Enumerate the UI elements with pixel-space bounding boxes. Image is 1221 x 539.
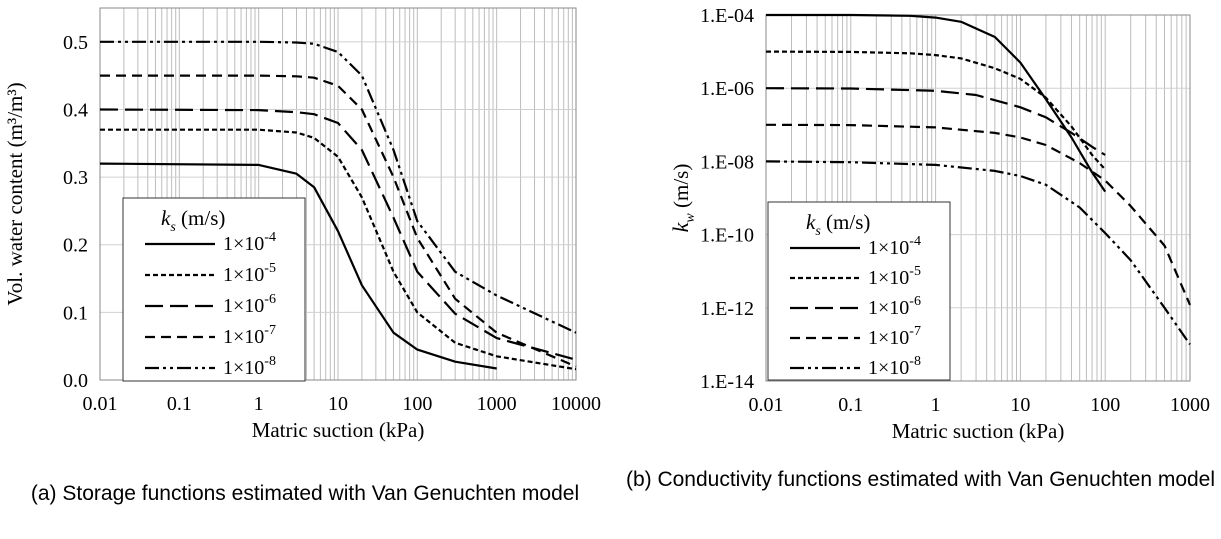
- y-tick-label: 0.4: [63, 99, 88, 121]
- y-axis-label: kw (m/s): [668, 164, 698, 233]
- y-tick-label: 0.2: [63, 235, 88, 257]
- y-tick-label: 1.E-14: [700, 371, 754, 393]
- x-tick-label: 0.01: [83, 393, 118, 415]
- series-line-2: [100, 128, 577, 371]
- plot-frame: [765, 14, 1191, 382]
- series-line-4: [765, 123, 1192, 306]
- legend-entry-label: 1×10-7: [868, 324, 921, 349]
- legend: ks (m/s)1×10-4 1×10-5 1×10-6 1×10-7 1×10-8: [122, 197, 306, 382]
- legend-entry-label: 1×10-5: [868, 264, 921, 289]
- legend-entry-label: 1×10-5: [223, 261, 276, 286]
- series-line-5: [765, 160, 1191, 346]
- y-tick-label: 1.E-04: [700, 5, 754, 27]
- legend-title: ks (m/s): [806, 210, 870, 239]
- legend-entry-label: 1×10-7: [223, 323, 276, 348]
- x-tick-label: 10: [1010, 394, 1030, 416]
- x-tick-label: 0.1: [167, 393, 192, 415]
- x-tick-label: 10: [328, 393, 348, 415]
- y-tick-label: 0.0: [63, 370, 88, 392]
- legend-title: ks (m/s): [161, 206, 225, 235]
- legend-entry-label: 1×10-4: [868, 234, 921, 259]
- series-line-4: [100, 74, 577, 368]
- x-tick-label: 100: [1090, 394, 1120, 416]
- x-axis-label: Matric suction (kPa): [252, 418, 425, 442]
- y-tick-label: 0.3: [63, 167, 88, 189]
- y-tick-label: 1.E-06: [700, 78, 754, 100]
- x-tick-label: 1: [254, 393, 264, 415]
- caption-conductivity: (b) Conductivity functions estimated wit…: [625, 468, 1216, 491]
- series-line-3: [765, 87, 1106, 156]
- legend-entry-label: 1×10-6: [223, 292, 276, 317]
- plot-frame: [99, 7, 577, 381]
- legend-entry-label: 1×10-8: [868, 354, 921, 379]
- legend-entry-label: 1×10-6: [868, 294, 921, 319]
- x-tick-label: 1: [931, 394, 941, 416]
- y-tick-label: 0.5: [63, 32, 88, 54]
- y-axis-label: Vol. water content (m³/m³): [3, 82, 27, 305]
- y-tick-label: 0.1: [63, 302, 88, 324]
- x-tick-label: 1000: [477, 393, 517, 415]
- series-line-2: [765, 50, 1107, 171]
- legend-box: [122, 197, 306, 382]
- x-tick-label: 100: [402, 393, 432, 415]
- caption-storage: (a) Storage functions estimated with Van…: [30, 482, 580, 505]
- series-line-1: [766, 13, 1107, 193]
- x-tick-label: 0.01: [749, 394, 784, 416]
- y-tick-label: 1.E-08: [700, 151, 754, 173]
- legend-entry-label: 1×10-4: [223, 230, 276, 255]
- legend-box: [767, 201, 951, 381]
- y-tick-label: 1.E-10: [700, 225, 754, 247]
- legend-entry-label: 1×10-8: [223, 354, 276, 379]
- legend: ks (m/s)1×10-4 1×10-5 1×10-6 1×10-7 1×10-8: [767, 201, 951, 381]
- series-line-1: [99, 162, 497, 370]
- y-tick-label: 1.E-12: [700, 298, 754, 320]
- x-tick-label: 0.1: [838, 394, 863, 416]
- series-line-3: [99, 108, 577, 361]
- x-axis-label: Matric suction (kPa): [892, 419, 1065, 443]
- x-tick-label: 10000: [551, 393, 601, 415]
- x-tick-label: 1000: [1170, 394, 1210, 416]
